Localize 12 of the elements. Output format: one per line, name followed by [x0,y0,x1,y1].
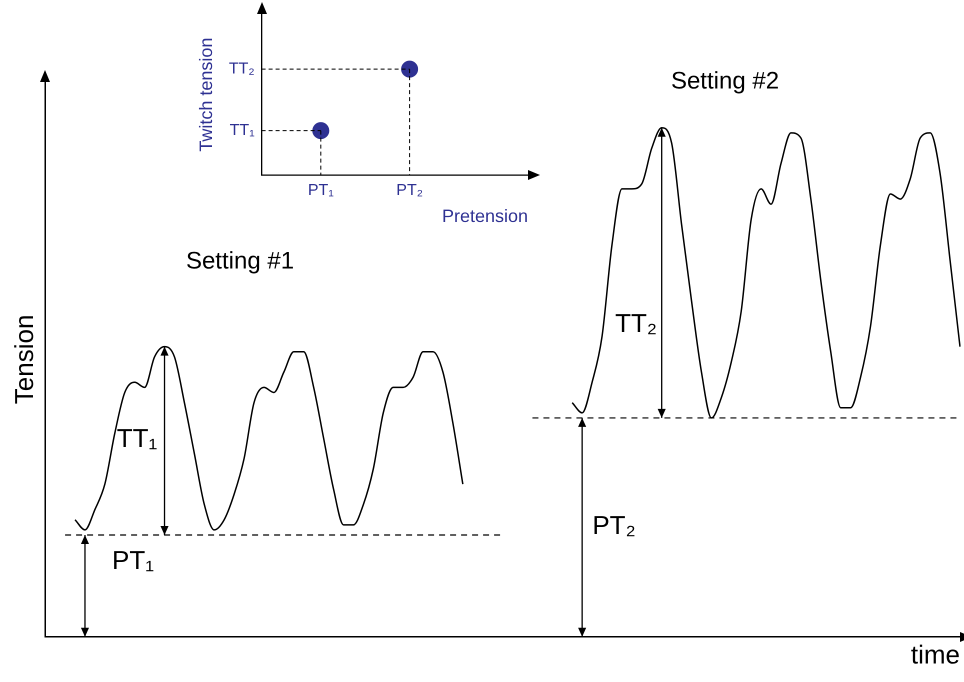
text: Setting #2 [670,68,780,95]
y-axis-title: Twitch tension [196,38,216,152]
text: TT₂ [228,60,255,78]
annotation: Setting #1 [186,248,294,275]
annotation: TT₁ [230,122,255,140]
x-axis-title: time [910,640,960,670]
annotation: PT₂ [592,510,636,540]
x-axis-title: Pretension [442,206,528,226]
annotation: PT₁ [112,545,154,576]
annotation: TT₂ [615,308,657,338]
y-axis-title: Tension [8,314,39,404]
annotation: TT₁ [116,423,158,454]
